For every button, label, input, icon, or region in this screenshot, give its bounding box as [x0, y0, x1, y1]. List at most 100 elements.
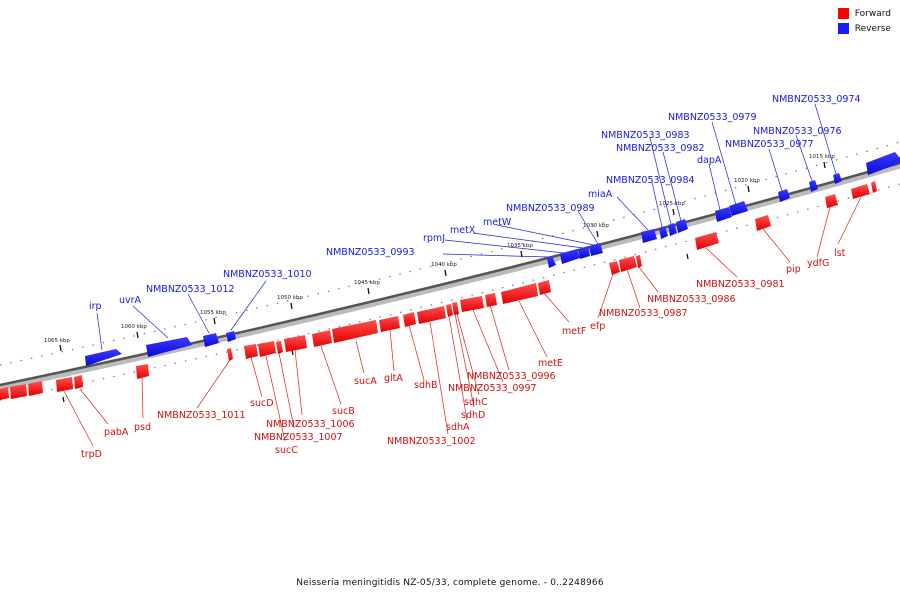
gene-label-NMBNZ0533_1010[interactable]: NMBNZ0533_1010 [223, 269, 312, 280]
gene-label-NMBNZ0533_0984[interactable]: NMBNZ0533_0984 [606, 175, 695, 186]
gene-label-NMBNZ0533_0989[interactable]: NMBNZ0533_0989 [506, 203, 595, 214]
gene-block-1011[interactable] [227, 348, 233, 361]
gene-block-sucD[interactable] [244, 344, 258, 359]
gene-block-metX[interactable] [578, 246, 590, 259]
gene-block-1006[interactable] [284, 335, 307, 352]
gene-label-gltA[interactable]: gltA [384, 373, 403, 384]
gene-block-psd[interactable] [136, 364, 149, 379]
gene-block-0987[interactable] [619, 256, 637, 272]
gene-label-NMBNZ0533_1002[interactable]: NMBNZ0533_1002 [387, 436, 476, 447]
gene-label-sdhC[interactable]: sdhC [464, 397, 488, 408]
gene-label-metW[interactable]: metW [483, 217, 512, 228]
gene-block-0974[interactable] [833, 173, 842, 184]
gene-block-sucA[interactable] [332, 320, 378, 343]
gene-label-sucB[interactable]: sucB [332, 406, 355, 417]
gene-block-edge[interactable] [866, 152, 900, 175]
gene-block-rpmJ[interactable] [560, 249, 580, 264]
gene-label-NMBNZ0533_0993[interactable]: NMBNZ0533_0993 [326, 247, 415, 258]
tick-label: 1040 kbp [431, 262, 457, 268]
gene-label-dapA[interactable]: dapA [697, 155, 722, 166]
gene-block-0984[interactable] [659, 226, 668, 239]
gene-label-NMBNZ0533_0981[interactable]: NMBNZ0533_0981 [696, 279, 785, 290]
gene-label-sucD[interactable]: sucD [250, 398, 274, 409]
gene-block-0976[interactable] [809, 180, 818, 192]
gene-label-metX[interactable]: metX [450, 225, 476, 236]
gene-label-NMBNZ0533_0987[interactable]: NMBNZ0533_0987 [599, 308, 688, 319]
gene-label-NMBNZ0533_1006[interactable]: NMBNZ0533_1006 [266, 419, 355, 430]
gene-label-lst[interactable]: lst [834, 248, 846, 259]
gene-label-NMBNZ0533_0997[interactable]: NMBNZ0533_0997 [448, 383, 537, 394]
gene-block-metE[interactable] [501, 283, 538, 304]
gene-label-NMBNZ0533_0976[interactable]: NMBNZ0533_0976 [753, 126, 842, 137]
gene-block-irp[interactable] [85, 349, 122, 366]
gene-label-NMBNZ0533_0977[interactable]: NMBNZ0533_0977 [725, 139, 814, 150]
gene-label-metF[interactable]: metF [562, 326, 586, 337]
gene-block-0996[interactable] [485, 293, 497, 307]
legend-forward-label: Forward [854, 8, 891, 19]
gene-block-1012[interactable] [203, 333, 219, 347]
gene-block-1007[interactable] [276, 341, 283, 354]
gene-label-rpmJ[interactable]: rpmJ [423, 233, 445, 244]
gene-block-sucB[interactable] [312, 330, 332, 347]
gene-label-metE[interactable]: metE [538, 358, 563, 369]
gene-label-NMBNZ0533_1011[interactable]: NMBNZ0533_1011 [157, 410, 246, 421]
gene-label-NMBNZ0533_0979[interactable]: NMBNZ0533_0979 [668, 112, 757, 123]
genome-caption: Neisseria meningitidis NZ-05/33, complet… [296, 578, 604, 588]
gene-label-NMBNZ0533_0974[interactable]: NMBNZ0533_0974 [772, 94, 861, 105]
legend-forward-swatch [837, 8, 849, 19]
gene-block-ydfG[interactable] [825, 194, 838, 208]
gene-label-miaA[interactable]: miaA [588, 189, 613, 200]
gene-label-NMBNZ0533_1012[interactable]: NMBNZ0533_1012 [146, 284, 235, 295]
tick-label: 1045 kbp [354, 280, 380, 286]
gene-block-sucC[interactable] [258, 341, 276, 357]
gene-block-pabA[interactable] [74, 375, 83, 389]
gene-label-uvrA[interactable]: uvrA [119, 295, 142, 306]
gene-block-uvrA[interactable] [146, 337, 192, 357]
gene-label-psd[interactable]: psd [134, 422, 151, 433]
gene-label-NMBNZ0533_1007[interactable]: NMBNZ0533_1007 [254, 432, 343, 443]
gene-block-efp[interactable] [609, 261, 620, 275]
gene-block-gltA[interactable] [379, 316, 400, 332]
gene-label-ydfG[interactable]: ydfG [807, 258, 829, 269]
gene-block-1002[interactable] [417, 306, 446, 324]
tick-label: 1035 kbp [507, 243, 533, 249]
gene-block-sdhD[interactable] [452, 302, 459, 315]
gene-block-lst[interactable] [851, 184, 870, 199]
gene-label-sdhB[interactable]: sdhB [414, 380, 438, 391]
gene-block-0977[interactable] [778, 189, 790, 202]
gene-label-sucC[interactable]: sucC [275, 445, 298, 456]
gene-label-NMBNZ0533_0986[interactable]: NMBNZ0533_0986 [647, 294, 736, 305]
gene-label-sdhA[interactable]: sdhA [446, 422, 470, 433]
forward-gene-labels: lst ydfG pip NMBNZ0533_0981 NMBNZ0533_09… [81, 248, 846, 460]
gene-block-0983[interactable] [668, 223, 677, 236]
gene-block-metF[interactable] [538, 280, 551, 295]
gene-block-sdhB[interactable] [403, 312, 416, 327]
gene-label-trpD[interactable]: trpD [81, 449, 102, 460]
gene-block-metW[interactable] [589, 243, 603, 256]
genome-backbone-shadow [0, 163, 900, 391]
gene-label-NMBNZ0533_0983[interactable]: NMBNZ0533_0983 [601, 130, 690, 141]
gene-label-NMBNZ0533_0982[interactable]: NMBNZ0533_0982 [616, 143, 705, 154]
gene-block-0982[interactable] [676, 219, 688, 233]
gene-label-sdhD[interactable]: sdhD [461, 410, 485, 421]
gene-label-NMBNZ0533_0996[interactable]: NMBNZ0533_0996 [467, 371, 556, 382]
gene-block-0979[interactable] [729, 201, 748, 216]
gene-block-pip[interactable] [755, 215, 771, 231]
gene-block-sdhA[interactable] [446, 304, 453, 317]
gene-block-trpD[interactable] [56, 377, 73, 392]
gene-block-0997[interactable] [460, 296, 484, 312]
gene-label-pabA[interactable]: pabA [104, 427, 129, 438]
reverse-gene-blocks [85, 152, 900, 366]
gene-block-0981[interactable] [695, 232, 719, 250]
gene-label-efp[interactable]: efp [590, 321, 605, 332]
gene-block-0993[interactable] [547, 256, 556, 268]
gene-label-irp[interactable]: irp [89, 301, 102, 312]
tick-label: 1050 kbp [277, 295, 303, 301]
gene-label-sucA[interactable]: sucA [354, 376, 377, 387]
gene-block-1010[interactable] [226, 331, 236, 342]
gene-block-miaA[interactable] [641, 229, 657, 243]
gene-block-0986[interactable] [636, 255, 642, 268]
gene-label-pip[interactable]: pip [786, 264, 801, 275]
gene-block-dapA[interactable] [715, 207, 732, 222]
